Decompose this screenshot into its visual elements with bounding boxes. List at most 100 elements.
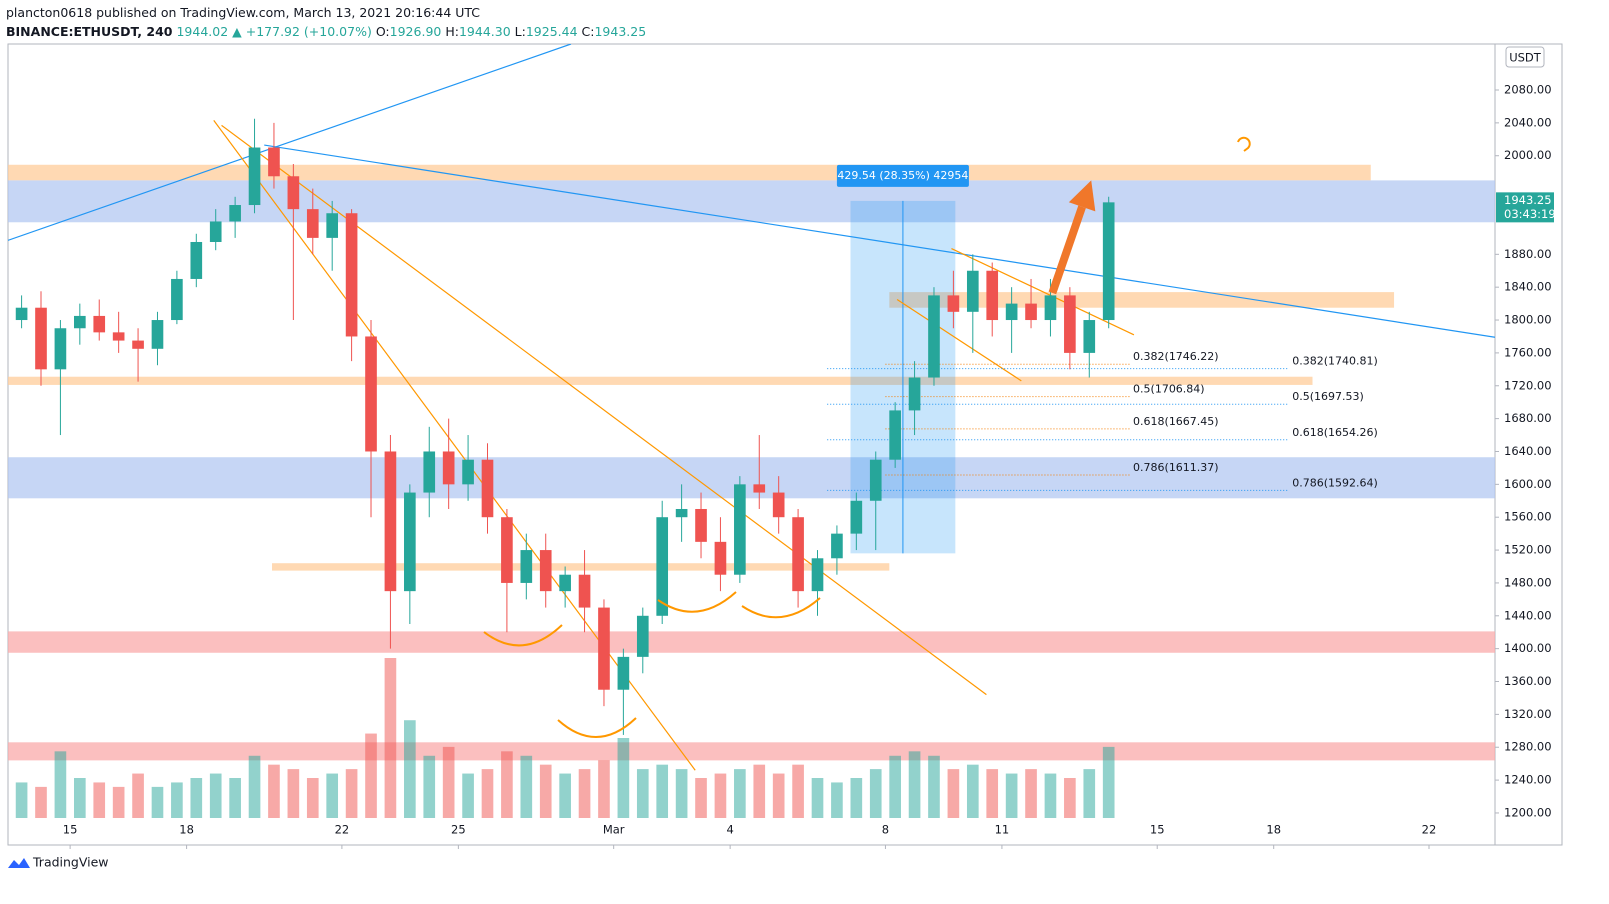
brand: TradingView <box>32 855 109 870</box>
currency: USDT <box>1509 51 1542 65</box>
candle-body <box>151 320 164 349</box>
fib-label: 0.5(1706.84) <box>1133 383 1205 396</box>
x-tick-label: 11 <box>995 823 1010 837</box>
volume-bar <box>1083 769 1096 818</box>
zone <box>8 164 1371 181</box>
candle-body <box>345 213 358 337</box>
y-tick-label: 2000.00 <box>1504 148 1552 162</box>
arrow-shaft <box>1048 205 1086 295</box>
candle-body <box>636 615 649 657</box>
y-tick-label: 1240.00 <box>1504 773 1552 787</box>
candle-body <box>132 340 144 349</box>
y-tick-label: 1640.00 <box>1504 444 1552 458</box>
candle-body <box>15 307 28 321</box>
volume-bar <box>229 778 241 818</box>
volume-bar <box>928 755 940 818</box>
x-tick-label: 8 <box>882 823 889 837</box>
x-tick-label: 25 <box>451 823 466 837</box>
trendline <box>264 144 1495 338</box>
volume-bar <box>462 773 474 818</box>
zone <box>8 742 1495 761</box>
candle-body <box>831 533 843 559</box>
x-tick-label: 15 <box>1150 823 1165 837</box>
volume-bar <box>190 778 203 818</box>
fib-label: 0.382(1740.81) <box>1292 355 1378 368</box>
volume-bar <box>35 786 47 818</box>
volume-bar <box>326 773 339 818</box>
volume-bar <box>132 773 144 818</box>
volume-bar <box>112 786 125 818</box>
x-tick-label: 22 <box>335 823 350 837</box>
logo: TradingView <box>8 855 109 870</box>
candle-body <box>404 492 416 592</box>
x-tick-label: 15 <box>63 823 78 837</box>
trendline <box>213 120 696 771</box>
zone <box>8 631 1495 653</box>
candle-body <box>1025 303 1037 321</box>
zone <box>272 563 890 571</box>
candle-body <box>365 336 377 452</box>
trendline <box>896 298 1022 382</box>
measure-label-box <box>836 164 969 187</box>
volume-bar <box>850 778 863 818</box>
volume-bar <box>520 755 533 818</box>
zone <box>8 376 1313 385</box>
volume-bar <box>617 738 630 818</box>
change: ▲ +177.92 (+10.07%) <box>232 24 372 39</box>
y-tick-label: 1520.00 <box>1504 543 1552 557</box>
candle-body <box>1064 295 1076 353</box>
fib-label: 0.5(1697.53) <box>1292 390 1364 403</box>
x-tick-label: 18 <box>1266 823 1281 837</box>
candle-body <box>811 558 824 592</box>
volume-bar <box>947 769 960 818</box>
countdown: 03:43:19 <box>1504 207 1556 221</box>
c: 1943.25 <box>594 24 647 39</box>
candle-body <box>306 209 319 238</box>
volume-bar <box>695 778 707 818</box>
volume-bar <box>559 773 571 818</box>
y-tick-label: 1440.00 <box>1504 608 1552 622</box>
fib-label: 0.382(1746.22) <box>1133 350 1219 363</box>
candle-body <box>54 328 67 370</box>
x-tick-label: 4 <box>726 823 733 837</box>
candle-body <box>1005 303 1018 321</box>
candle-body <box>1044 295 1057 321</box>
candle-body <box>326 213 339 238</box>
candle-body <box>1102 202 1115 321</box>
candle-body <box>190 241 203 279</box>
y-tick-label: 1320.00 <box>1504 707 1552 721</box>
volume-bar <box>442 746 455 818</box>
arc <box>657 591 737 613</box>
volume-bar <box>831 782 843 818</box>
candle-body <box>598 607 610 690</box>
logo-mark <box>8 858 30 868</box>
volume-bar <box>675 769 688 818</box>
candle-body <box>229 205 241 222</box>
volume-bar <box>345 769 358 818</box>
candle-body <box>850 500 863 534</box>
candle-body <box>423 451 436 493</box>
volume-bar <box>811 778 824 818</box>
y-tick-label: 1560.00 <box>1504 510 1552 524</box>
o: 1926.90 <box>389 24 442 39</box>
x-tick-label: 18 <box>179 823 194 837</box>
volume-bar <box>268 764 280 818</box>
volume-bar <box>714 773 727 818</box>
candle-body <box>268 147 280 177</box>
y-tick-label: 1800.00 <box>1504 313 1552 327</box>
candle-body <box>481 459 494 518</box>
symbol: BINANCE:ETHUSDT, 240 <box>6 24 173 39</box>
c-label: C: <box>581 24 595 39</box>
candle-body <box>908 377 921 411</box>
candle-body <box>35 307 47 370</box>
candle-body <box>248 147 261 206</box>
o-label: O: <box>375 24 390 39</box>
candle-body <box>656 517 669 616</box>
zone <box>889 292 1395 308</box>
candle-body <box>578 574 591 608</box>
candle-body <box>792 517 804 592</box>
arrow-head <box>1068 180 1096 212</box>
volume-bar <box>578 769 591 818</box>
